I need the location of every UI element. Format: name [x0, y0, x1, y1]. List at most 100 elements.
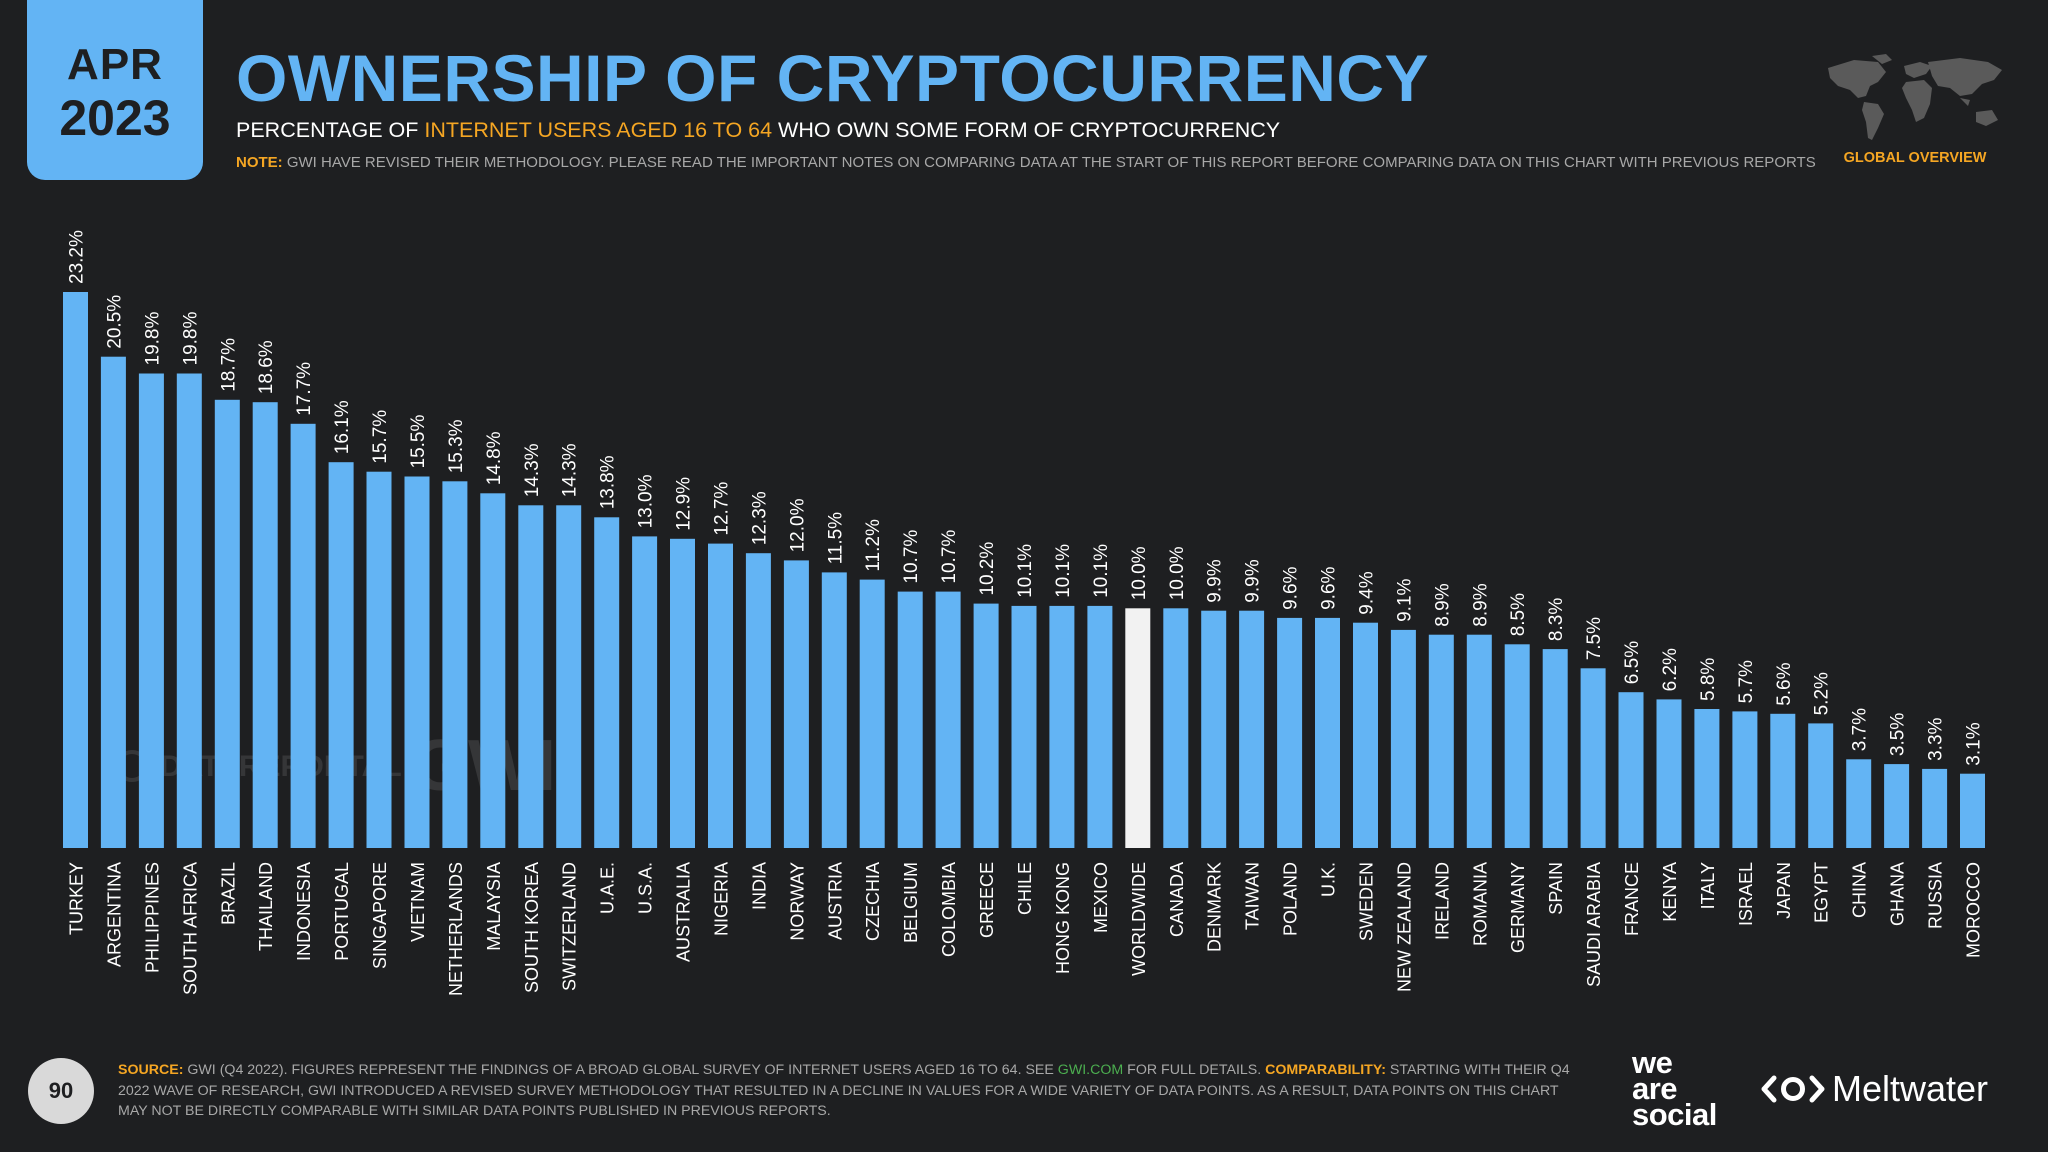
bar-poland	[1277, 617, 1303, 848]
value-label: 12.9%	[674, 477, 695, 531]
value-label: 18.7%	[218, 338, 239, 392]
bar-chile	[1011, 605, 1037, 848]
category-label: CHINA	[1850, 862, 1870, 918]
value-label: 12.0%	[787, 498, 808, 552]
category-label: SAUDI ARABIA	[1584, 862, 1604, 987]
category-label: NORWAY	[787, 862, 807, 941]
bar-belgium	[897, 591, 923, 848]
category-label: ROMANIA	[1470, 862, 1490, 946]
category-label: PHILIPPINES	[142, 862, 162, 973]
bar-italy	[1694, 709, 1720, 848]
bar-new-zealand	[1390, 629, 1416, 848]
bar-japan	[1770, 713, 1796, 848]
date-year: 2023	[59, 90, 171, 146]
subtitle-highlight: INTERNET USERS AGED 16 TO 64	[424, 118, 773, 142]
value-label: 9.9%	[1243, 559, 1264, 602]
value-label: 5.7%	[1736, 660, 1757, 703]
subtitle-pre: PERCENTAGE OF	[236, 118, 425, 142]
value-label: 15.7%	[370, 410, 391, 464]
bar-morocco	[1960, 773, 1985, 848]
date-month: APR	[67, 40, 163, 89]
category-label: CANADA	[1167, 862, 1187, 937]
bar-sweden	[1353, 622, 1378, 848]
source-text-1: GWI (Q4 2022). FIGURES REPRESENT THE FIN…	[183, 1062, 1058, 1078]
meltwater-wordmark: Meltwater	[1832, 1068, 1989, 1109]
value-label: 8.3%	[1546, 598, 1567, 641]
was-word-2: are	[1632, 1071, 1678, 1106]
value-label: 18.6%	[256, 340, 277, 394]
value-label: 15.5%	[408, 415, 429, 469]
bar-saudi-arabia	[1580, 668, 1606, 848]
bar-vietnam	[404, 476, 430, 848]
value-label: 11.2%	[863, 519, 884, 572]
value-label: 19.8%	[180, 312, 201, 366]
subtitle: PERCENTAGE OF INTERNET USERS AGED 16 TO …	[236, 118, 1280, 143]
was-word-1: we	[1632, 1045, 1673, 1080]
category-label: GERMANY	[1508, 862, 1528, 953]
value-label: 12.3%	[749, 491, 770, 545]
bar-spain	[1542, 649, 1568, 848]
page-number: 90	[28, 1058, 94, 1124]
value-label: 14.8%	[484, 431, 505, 485]
source-link[interactable]: GWI.COM	[1057, 1062, 1124, 1078]
methodology-note: NOTE: GWI HAVE REVISED THEIR METHODOLOGY…	[236, 154, 1816, 171]
category-label: ARGENTINA	[104, 862, 124, 967]
bar-malaysia	[480, 493, 506, 848]
value-label: 9.1%	[1394, 578, 1415, 621]
category-label: INDONESIA	[294, 862, 314, 961]
meltwater-logo: Meltwater	[1760, 1068, 1988, 1110]
value-label: 14.3%	[560, 443, 581, 497]
category-label: SPAIN	[1546, 862, 1566, 915]
note-text: GWI HAVE REVISED THEIR METHODOLOGY. PLEA…	[282, 154, 1816, 171]
source-label: SOURCE:	[118, 1062, 184, 1078]
bar-south-korea	[518, 505, 544, 848]
bar-greece	[973, 603, 999, 848]
value-label: 5.8%	[1698, 658, 1719, 701]
bar-south-africa	[176, 373, 202, 848]
date-badge: APR 2023	[27, 0, 203, 180]
category-label: POLAND	[1281, 862, 1301, 936]
value-label: 8.9%	[1432, 583, 1453, 626]
category-label: INDIA	[749, 862, 769, 910]
category-label: PORTUGAL	[332, 862, 352, 961]
value-label: 13.8%	[598, 455, 619, 509]
category-label: JAPAN	[1774, 862, 1794, 919]
category-label: NEW ZEALAND	[1394, 862, 1414, 992]
bar-russia	[1922, 768, 1948, 848]
value-label: 10.7%	[939, 530, 960, 584]
comparability-text: STARTING WITH THEIR Q4 2022 WAVE OF RESE…	[118, 1062, 1570, 1119]
page-title: OWNERSHIP OF CRYPTOCURRENCY	[236, 41, 1430, 115]
bar-mexico	[1087, 605, 1113, 848]
bar-u-k	[1315, 617, 1340, 848]
bar-hong-kong	[1049, 605, 1075, 848]
bar-thailand	[252, 402, 278, 848]
source-note: SOURCE: GWI (Q4 2022). FIGURES REPRESENT…	[118, 1060, 1588, 1122]
value-label: 10.1%	[1053, 544, 1074, 598]
value-label: 5.6%	[1774, 662, 1795, 705]
category-label: TURKEY	[67, 862, 87, 935]
we-are-social-logo: we are social	[1632, 1045, 1717, 1130]
value-label: 3.7%	[1850, 708, 1871, 751]
category-label: BRAZIL	[218, 862, 238, 925]
world-map-icon	[1828, 54, 2002, 140]
category-label: WORLDWIDE	[1129, 862, 1149, 976]
category-label: ISRAEL	[1736, 862, 1756, 926]
category-label: RUSSIA	[1926, 862, 1946, 929]
category-label: BELGIUM	[901, 862, 921, 943]
bar-ireland	[1428, 634, 1454, 848]
bar-czechia	[859, 579, 885, 848]
source-text-2: FOR FULL DETAILS.	[1123, 1062, 1266, 1078]
category-label: VIETNAM	[408, 862, 428, 942]
value-label: 10.1%	[1015, 544, 1036, 598]
bar-austria	[821, 572, 847, 848]
bar-switzerland	[556, 505, 582, 848]
bar-australia	[670, 538, 695, 848]
value-label: 3.1%	[1964, 722, 1985, 765]
bar-denmark	[1201, 610, 1227, 848]
category-label: THAILAND	[256, 862, 276, 951]
value-label: 12.7%	[712, 482, 733, 536]
category-label: GREECE	[977, 862, 997, 938]
category-label: EGYPT	[1812, 862, 1832, 923]
category-label: CHILE	[1015, 862, 1035, 915]
category-label: MALAYSIA	[484, 862, 504, 951]
